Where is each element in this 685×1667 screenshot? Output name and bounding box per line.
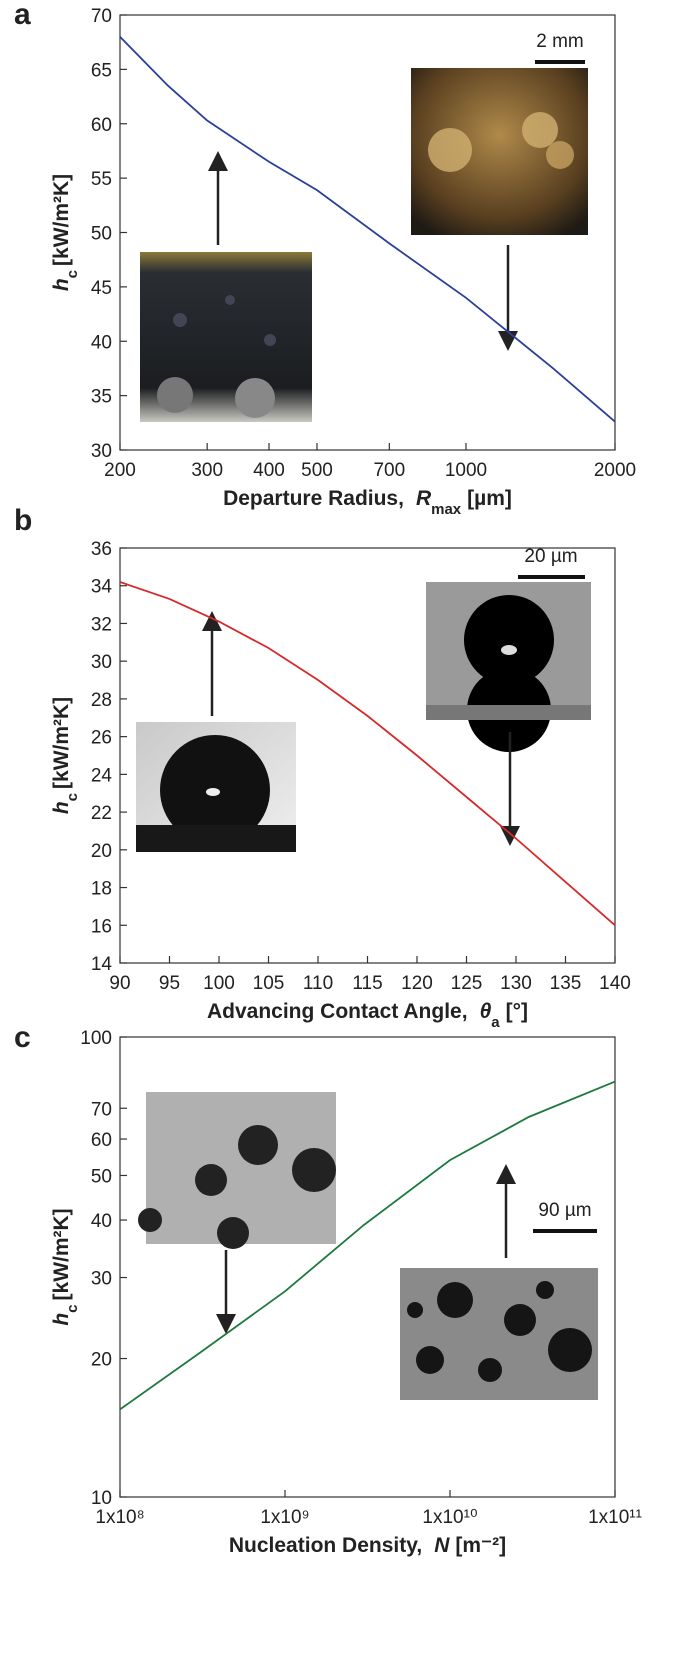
y-tick-label: 30 <box>91 652 112 673</box>
x-label-text: Departure Radius, <box>223 487 404 510</box>
y-tick-label: 16 <box>91 916 112 937</box>
x-label-unit: [m⁻²] <box>455 1534 506 1557</box>
y-tick-label: 35 <box>91 387 112 408</box>
x-label-unit: [µm] <box>467 487 512 510</box>
x-label-sub: a <box>491 1014 500 1031</box>
x-tick-label: 90 <box>109 973 130 994</box>
y-label-sub: c <box>64 1304 81 1312</box>
x-tick-label: 115 <box>352 973 382 994</box>
y-label-symbol: h <box>50 801 73 814</box>
y-tick-label: 70 <box>91 1099 112 1120</box>
y-tick-label: 60 <box>91 115 112 136</box>
x-tick-label: 1x10⁸ <box>95 1507 144 1528</box>
y-tick-label: 26 <box>91 728 112 749</box>
x-tick-label: 700 <box>373 460 405 481</box>
y-tick-label: 40 <box>91 1211 112 1232</box>
y-tick-label: 32 <box>91 614 112 635</box>
x-tick-label: 100 <box>203 973 235 994</box>
y-label-unit: [kW/m²K] <box>50 697 73 789</box>
x-label-text: Advancing Contact Angle, <box>207 1000 468 1023</box>
x-label-sub: max <box>431 501 462 518</box>
inset-photo <box>138 1092 598 1400</box>
panel-letter: a <box>14 0 31 31</box>
x-tick-label: 300 <box>191 460 223 481</box>
y-tick-label: 34 <box>91 577 113 598</box>
y-label-unit: [kW/m²K] <box>50 174 73 266</box>
x-label-unit: [°] <box>506 1000 528 1023</box>
y-axis-label: hc [kW/m²K] <box>50 1208 81 1325</box>
data-line <box>119 581 616 926</box>
inset-photo <box>140 68 588 422</box>
y-label-symbol: h <box>50 1313 73 1326</box>
y-tick-label: 55 <box>91 169 112 190</box>
y-label-symbol: h <box>50 278 73 291</box>
y-axis-label: hc [kW/m²K] <box>50 174 81 291</box>
x-tick-label: 400 <box>253 460 285 481</box>
x-tick-label: 1000 <box>445 460 487 481</box>
y-tick-label: 30 <box>91 1269 112 1290</box>
y-tick-label: 65 <box>91 60 112 81</box>
y-label-unit: [kW/m²K] <box>50 1208 73 1300</box>
x-label-text: Nucleation Density, <box>229 1534 422 1557</box>
x-tick-label: 125 <box>451 973 483 994</box>
y-tick-label: 10 <box>91 1488 112 1509</box>
x-tick-label: 1x10¹¹ <box>588 1507 642 1528</box>
y-tick-label: 20 <box>91 1350 112 1371</box>
y-tick-label: 20 <box>91 841 112 862</box>
x-tick-label: 1x10⁹ <box>260 1507 309 1528</box>
y-tick-label: 45 <box>91 278 112 299</box>
x-label-symbol: R <box>416 487 432 510</box>
y-label-sub: c <box>64 270 81 278</box>
x-label-symbol: N <box>434 1534 450 1557</box>
x-tick-label: 105 <box>253 973 285 994</box>
y-tick-label: 60 <box>91 1130 112 1151</box>
y-tick-label: 50 <box>91 1166 112 1187</box>
x-tick-label: 130 <box>500 973 532 994</box>
scale-bar-label: 90 µm <box>538 1200 591 1221</box>
x-tick-label: 120 <box>401 973 433 994</box>
y-tick-label: 36 <box>91 539 112 560</box>
x-label-symbol: θ <box>480 1000 492 1023</box>
scale-bar-label: 2 mm <box>536 31 584 52</box>
panel-letter: b <box>14 504 32 537</box>
y-tick-label: 100 <box>80 1028 112 1049</box>
x-tick-label: 500 <box>301 460 333 481</box>
y-tick-label: 28 <box>91 690 112 711</box>
x-axis-label: Advancing Contact Angle, θa [°] <box>207 1000 528 1031</box>
y-axis-label: hc [kW/m²K] <box>50 697 81 814</box>
x-tick-label: 2000 <box>594 460 636 481</box>
x-tick-label: 200 <box>104 460 136 481</box>
x-axis-label: Nucleation Density, N [m⁻²] <box>229 1534 506 1557</box>
y-tick-label: 22 <box>91 803 112 824</box>
y-tick-label: 30 <box>91 441 112 462</box>
panel-letter: c <box>14 1021 31 1054</box>
data-line <box>119 36 616 423</box>
data-line <box>119 1080 616 1411</box>
y-tick-label: 40 <box>91 332 112 353</box>
scale-bar-label: 20 µm <box>524 546 577 567</box>
y-tick-label: 50 <box>91 224 112 245</box>
x-tick-label: 95 <box>159 973 180 994</box>
y-tick-label: 24 <box>91 765 113 786</box>
plot-frame <box>119 1036 616 1498</box>
x-tick-label: 110 <box>303 973 333 994</box>
x-axis-label: Departure Radius, Rmax [µm] <box>223 487 512 518</box>
x-tick-label: 140 <box>599 973 631 994</box>
x-tick-label: 135 <box>550 973 582 994</box>
y-tick-label: 70 <box>91 6 112 27</box>
inset-photo <box>136 582 591 852</box>
y-label-sub: c <box>64 793 81 801</box>
y-tick-label: 14 <box>91 954 113 975</box>
x-tick-label: 1x10¹⁰ <box>422 1507 477 1528</box>
y-tick-label: 18 <box>91 879 112 900</box>
